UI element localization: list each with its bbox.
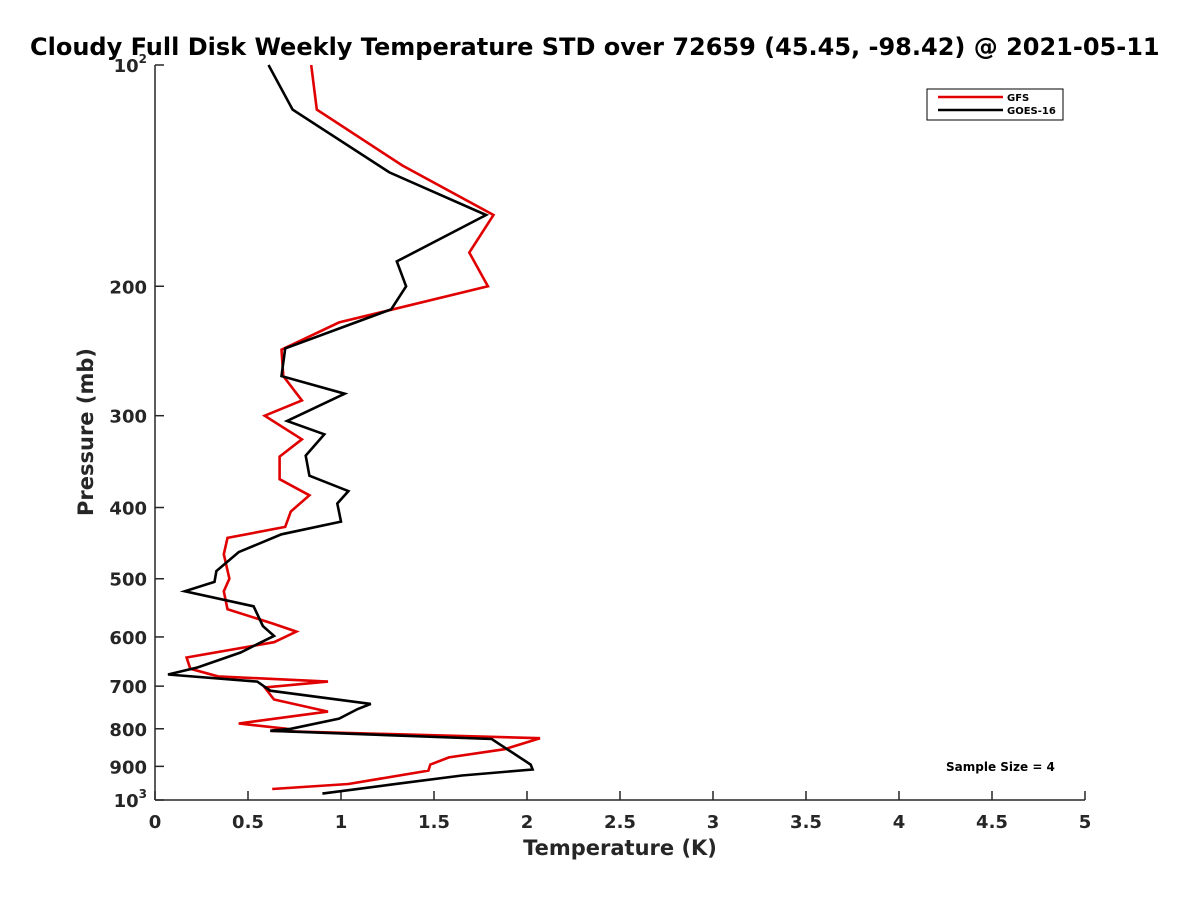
x-ticks: 0 0.5 1 1.5 2 2.5 3 3.5 4 4.5 5 [149,791,1092,833]
y-tick-label: 800 [109,720,147,741]
y-tick-label: 400 [109,499,147,520]
x-tick-label: 1 [335,812,348,833]
sample-size-annotation: Sample Size = 4 [946,760,1055,774]
y-tick-label: 103 [114,787,147,812]
legend: GFS GOES-16 [926,88,1064,121]
x-tick-label: 0 [149,812,162,833]
x-tick-label: 0.5 [232,812,264,833]
y-tick-label: 500 [109,570,147,591]
y-tick-label: 200 [109,277,147,298]
legend-label-goes16: GOES-16 [1007,106,1056,117]
x-tick-label: 2 [521,812,534,833]
y-axis-label: Pressure (mb) [74,348,98,516]
x-tick-label: 3 [707,812,720,833]
x-axis-label: Temperature (K) [523,836,717,860]
y-tick-label: 900 [109,757,147,778]
x-tick-label: 5 [1079,812,1092,833]
x-tick-label: 2.5 [604,812,636,833]
legend-label-gfs: GFS [1007,93,1029,104]
y-ticks: 102 200 300 400 500 600 700 800 900 103 [109,52,164,812]
series-line-goes16 [167,64,535,795]
y-tick-label: 102 [114,52,147,77]
x-tick-label: 4.5 [976,812,1008,833]
series-lines [167,64,541,795]
x-tick-label: 3.5 [790,812,822,833]
axes [154,65,1085,801]
y-tick-label: 300 [109,407,147,428]
legend-box [926,88,1064,121]
y-tick-label: 600 [109,628,147,649]
x-tick-label: 1.5 [418,812,450,833]
x-tick-label: 4 [893,812,906,833]
chart-title: Cloudy Full Disk Weekly Temperature STD … [30,33,1160,61]
y-tick-label: 700 [109,677,147,698]
